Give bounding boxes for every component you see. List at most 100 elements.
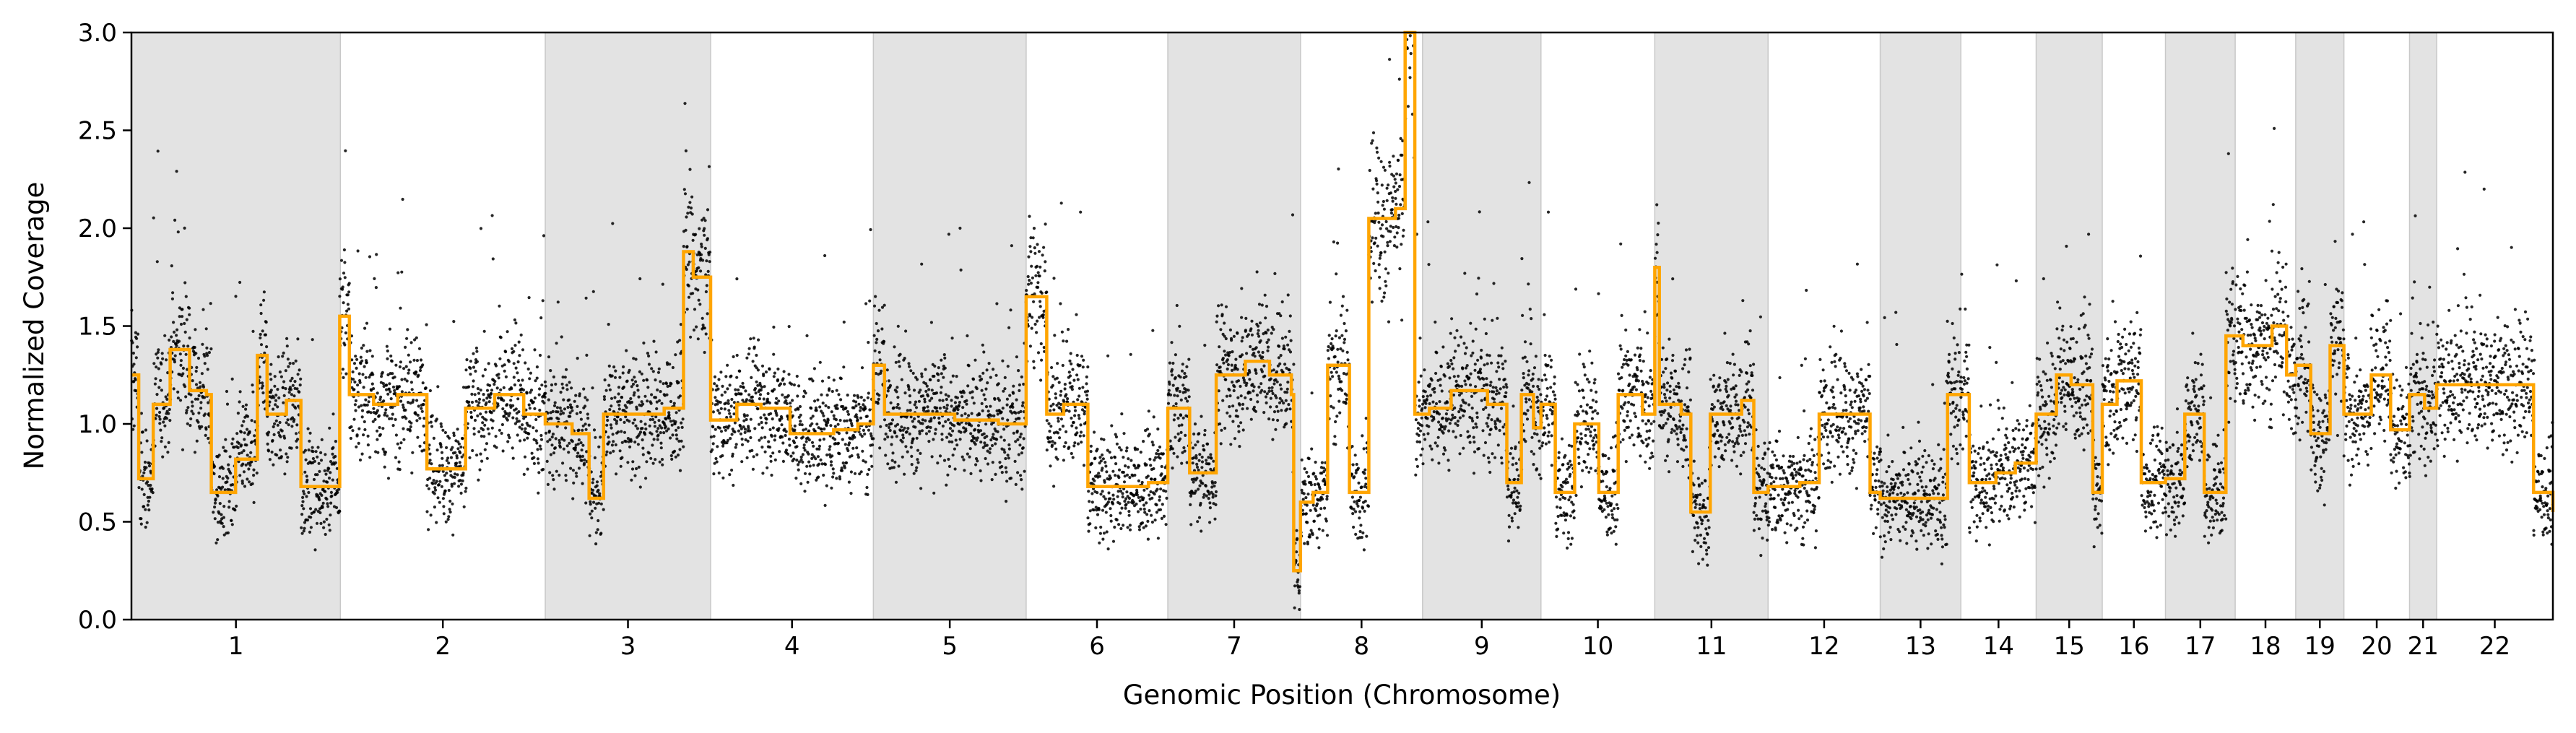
coverage-point — [1187, 395, 1191, 399]
coverage-point — [1220, 313, 1224, 316]
coverage-point — [629, 439, 633, 443]
coverage-point — [1427, 425, 1431, 428]
coverage-point — [1197, 516, 1202, 519]
coverage-point — [1375, 179, 1379, 183]
coverage-point — [1415, 464, 1419, 469]
coverage-point — [307, 490, 311, 495]
coverage-point — [797, 407, 800, 411]
coverage-point — [1075, 313, 1078, 316]
coverage-point — [244, 403, 248, 407]
coverage-point — [896, 396, 900, 399]
coverage-point — [513, 318, 517, 322]
coverage-point — [727, 399, 730, 403]
coverage-point — [1087, 529, 1090, 533]
coverage-point — [1137, 525, 1141, 529]
coverage-point — [1344, 329, 1348, 333]
coverage-point — [475, 454, 479, 457]
coverage-point — [329, 490, 333, 495]
coverage-point — [365, 403, 369, 407]
coverage-point — [213, 464, 217, 469]
coverage-point — [932, 491, 936, 495]
coverage-point — [524, 427, 527, 430]
coverage-point — [788, 443, 792, 447]
coverage-point — [1207, 497, 1210, 500]
coverage-point — [893, 460, 897, 464]
coverage-point — [875, 341, 878, 344]
coverage-point — [794, 435, 798, 440]
coverage-point — [1020, 451, 1023, 455]
coverage-point — [997, 382, 1000, 386]
coverage-point — [793, 424, 797, 428]
coverage-point — [285, 421, 288, 425]
coverage-point — [973, 428, 977, 431]
coverage-point — [1031, 276, 1034, 279]
coverage-point — [1225, 394, 1228, 398]
coverage-point — [994, 442, 997, 446]
coverage-point — [394, 391, 397, 395]
coverage-point — [1200, 415, 1203, 418]
coverage-point — [1192, 432, 1196, 436]
coverage-point — [1395, 202, 1398, 206]
coverage-point — [446, 518, 450, 521]
coverage-point — [1306, 493, 1310, 496]
coverage-point — [1477, 447, 1480, 451]
coverage-point — [670, 457, 674, 461]
coverage-point — [1437, 461, 1441, 465]
coverage-point — [714, 428, 717, 431]
coverage-point — [1018, 435, 1022, 439]
coverage-point — [1002, 438, 1006, 442]
coverage-point — [1015, 355, 1018, 359]
coverage-point — [868, 299, 872, 303]
coverage-point — [1456, 420, 1460, 423]
coverage-point — [906, 409, 909, 412]
coverage-point — [390, 417, 394, 420]
coverage-point — [435, 417, 439, 421]
coverage-point — [134, 378, 137, 382]
coverage-point — [864, 302, 868, 305]
coverage-point — [880, 305, 885, 309]
coverage-point — [1421, 462, 1425, 466]
coverage-point — [1053, 441, 1057, 445]
coverage-point — [355, 366, 358, 370]
coverage-point — [1124, 506, 1127, 510]
coverage-point — [408, 429, 412, 433]
coverage-point — [1038, 265, 1042, 269]
coverage-point — [513, 383, 517, 387]
coverage-point — [912, 472, 916, 475]
coverage-point — [818, 444, 821, 448]
coverage-point — [861, 449, 864, 453]
coverage-point — [1205, 494, 1208, 498]
coverage-point — [295, 387, 299, 391]
coverage-point — [1237, 430, 1241, 433]
coverage-point — [577, 438, 581, 442]
coverage-point — [1221, 399, 1225, 402]
coverage-point — [1310, 391, 1314, 395]
coverage-point — [460, 455, 464, 459]
coverage-point — [727, 402, 730, 405]
coverage-point — [608, 388, 612, 391]
coverage-point — [225, 389, 229, 394]
coverage-point — [230, 523, 234, 526]
coverage-point — [835, 477, 838, 480]
coverage-point — [629, 396, 633, 401]
coverage-point — [1284, 399, 1288, 402]
coverage-point — [1280, 409, 1283, 412]
coverage-point — [1382, 295, 1386, 299]
coverage-point — [239, 430, 243, 434]
coverage-point — [638, 370, 642, 374]
coverage-point — [491, 419, 495, 422]
coverage-point — [1075, 426, 1078, 430]
coverage-point — [732, 412, 736, 416]
coverage-point — [319, 459, 324, 462]
coverage-point — [376, 451, 380, 454]
coverage-point — [435, 521, 438, 524]
coverage-point — [171, 291, 175, 295]
coverage-point — [301, 500, 305, 503]
coverage-point — [1265, 331, 1268, 335]
coverage-point — [146, 480, 149, 484]
coverage-point — [480, 434, 483, 438]
coverage-point — [1304, 482, 1307, 486]
coverage-point — [206, 354, 209, 357]
coverage-point — [594, 542, 598, 546]
coverage-point — [903, 357, 906, 360]
